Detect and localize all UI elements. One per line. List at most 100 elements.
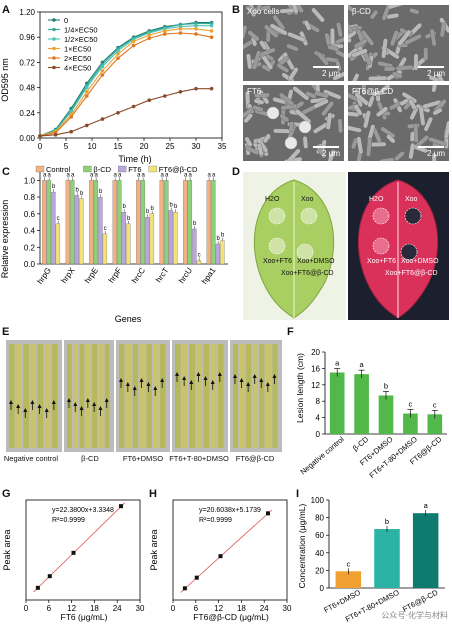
sem-rod (262, 133, 271, 144)
a-data-point (147, 36, 151, 41)
sem-rod (356, 136, 364, 155)
sem-rod (256, 143, 264, 157)
c-sig-letter: b (169, 202, 173, 208)
a-data-point (85, 90, 89, 94)
a-data-point (194, 27, 198, 31)
sem-rod (413, 53, 419, 71)
a-data-point (147, 98, 151, 102)
sem-rod (408, 142, 416, 160)
c-bar (168, 210, 174, 265)
sem-rod (314, 91, 329, 99)
sem-rod (387, 5, 404, 10)
sem-rod (389, 30, 399, 47)
c-sig-letter: a (94, 172, 98, 178)
rice-leaf (189, 344, 195, 448)
a-data-point (116, 52, 120, 56)
sem-rod (353, 38, 368, 49)
c-sig-letter: b (174, 204, 178, 210)
rice-leaf (259, 344, 265, 448)
rice-leaf (37, 344, 44, 448)
i-bar (412, 513, 439, 588)
arrow-head-icon (51, 400, 56, 404)
calib-xtick-label: 12 (214, 604, 223, 613)
a-ytick-label: 1.20 (19, 8, 35, 17)
arrow-head-icon (189, 380, 194, 384)
sem-rod (252, 105, 264, 113)
sem-rod (302, 136, 309, 149)
c-ytick-label: 0.8 (24, 193, 36, 202)
c-legend-swatch (83, 165, 92, 173)
arrow-head-icon (175, 372, 179, 376)
sem-rod (397, 29, 412, 46)
arrow-head-icon (79, 406, 84, 410)
a-data-point (100, 69, 105, 73)
calib-point (119, 504, 123, 509)
h-r2: R²=0.9999 (199, 517, 232, 524)
g-equation: y=22.3800x+3.3348 (52, 507, 114, 514)
a-data-point (69, 115, 73, 119)
f-bar (329, 372, 345, 434)
rice-leaf-group-icon (172, 340, 228, 452)
a-data-point (209, 35, 214, 39)
a-ytick-label: 0.72 (19, 58, 35, 67)
sem-rod (279, 92, 295, 106)
arrow-head-icon (44, 408, 49, 412)
f-ylabel: Lesion length (cm) (295, 353, 305, 423)
panel-label-i: I (296, 488, 300, 500)
c-sig-letter: b (193, 221, 197, 227)
calib-point (71, 550, 76, 555)
c-gene-label: hrpE (83, 266, 100, 285)
calib-xtick-label: 30 (136, 604, 145, 613)
rice-leaf (196, 344, 203, 448)
a-data-point (85, 123, 89, 128)
rice-leaf (16, 344, 22, 448)
c-gene-label: hpa1 (200, 266, 218, 286)
panel-label-c: C (2, 166, 10, 178)
rice-leaf (265, 344, 271, 448)
arrow-head-icon (182, 376, 187, 380)
rice-leaf (139, 344, 145, 448)
c-bar (74, 195, 80, 265)
c-sig-letter: b (52, 184, 56, 190)
rice-leaf-group-icon (230, 340, 282, 452)
i-ylabel: Concentration (μg/mL) (297, 503, 307, 588)
a-data-point (69, 129, 73, 134)
f-sig-letter: b (384, 381, 388, 390)
rice-leaf (30, 344, 37, 448)
sem-rod (423, 47, 429, 61)
calib-xtick-label: 18 (237, 604, 246, 613)
watermark: 公众号·化学与材料 (381, 611, 448, 620)
a-xtick-label: 25 (166, 142, 175, 151)
g-ylabel: Peak area (2, 529, 12, 570)
panel-label-d: D (232, 166, 240, 178)
sem-rod (401, 91, 418, 104)
a-xtick-label: 10 (88, 142, 97, 151)
a-xtick-label: 0 (38, 142, 43, 151)
scale-bar (313, 66, 339, 68)
leaf-photo-daylight: H2O Xoo Xoo+FT6 Xoo+DMSO Xoo+FT6@β-CD (243, 172, 346, 320)
e-label-bcd: β-CD (81, 454, 99, 463)
leaf-label-xoo: Xoo (405, 196, 418, 203)
sem-rod (287, 31, 306, 43)
c-ytick-label: 0.0 (24, 260, 36, 269)
lesion-length-chart: Lesion length (cm) 0 4 8 12 16 20 a Negative c… (295, 348, 447, 480)
g-xlabel: FT6 (μg/mL) (61, 612, 108, 622)
rice-leaf (146, 344, 152, 448)
c-sig-letter: a (188, 172, 192, 178)
a-legend-marker (52, 27, 56, 32)
sem-texture-icon (243, 85, 343, 161)
sem-texture-icon (243, 5, 344, 81)
f-category-label: β-CD (351, 434, 371, 453)
c-legend-swatch (118, 165, 127, 173)
a-data-point (131, 43, 136, 48)
i-sig-letter: c (346, 559, 350, 568)
calib-point (194, 575, 199, 580)
f-ytick-label: 8 (316, 397, 321, 406)
a-data-point (147, 33, 151, 37)
i-sig-letter: b (385, 517, 389, 526)
a-series-line (39, 32, 212, 137)
sem-rod (428, 75, 444, 81)
i-ytick-label: 0 (320, 584, 325, 593)
a-legend-marker (52, 65, 56, 70)
c-sig-letter: a (184, 172, 188, 178)
